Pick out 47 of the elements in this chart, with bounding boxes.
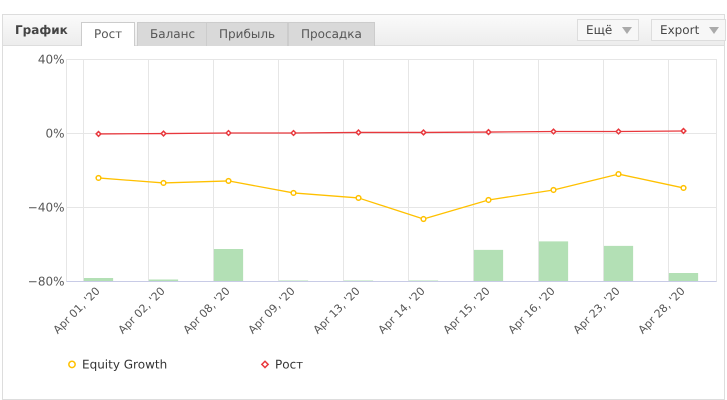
point [160, 180, 167, 186]
point [420, 129, 427, 136]
y-tick-label: 40% [38, 52, 64, 66]
point [550, 186, 557, 194]
point [355, 194, 362, 202]
bar [84, 278, 114, 281]
point [485, 196, 492, 204]
x-tick-label: Apr 15, '20 [440, 284, 493, 337]
point [95, 174, 102, 182]
x-tick-label: Apr 13, '20 [310, 284, 363, 337]
point [485, 128, 492, 136]
x-tick-label: Apr 28, '20 [636, 284, 688, 337]
chart-title: График [15, 23, 68, 37]
text: Прибыль [206, 22, 288, 46]
x-tick-label: Apr 02, '20 [116, 284, 168, 337]
bar [214, 248, 244, 281]
bar [668, 273, 698, 281]
legend-label: Equity Growth [82, 357, 168, 372]
point [355, 129, 362, 136]
point [550, 128, 557, 135]
text: Ещё [586, 23, 612, 37]
text: Просадка [288, 22, 375, 46]
x-tick-label: Apr 14, '20 [376, 284, 428, 337]
text: Export [660, 23, 700, 37]
text: Баланс [137, 22, 208, 46]
point [290, 130, 297, 136]
point [290, 190, 297, 196]
point [160, 130, 167, 137]
point [680, 128, 687, 134]
y-tick-label: 0% [45, 126, 64, 140]
x-tick-label: Apr 23, '20 [570, 284, 623, 337]
text: Рост [81, 22, 136, 47]
x-tick-label: Apr 08, '20 [180, 284, 233, 337]
x-tick-label: Apr 16, '20 [506, 284, 558, 337]
point [680, 184, 687, 192]
point [225, 178, 232, 184]
bar [474, 250, 504, 281]
legend-label: Рост [275, 357, 304, 372]
point [615, 128, 622, 135]
point [420, 216, 427, 222]
point [225, 130, 232, 136]
point [615, 170, 622, 178]
bar [604, 246, 634, 281]
y-tick-label: −40% [28, 200, 64, 214]
bar [538, 241, 568, 281]
point [95, 130, 102, 138]
x-tick-label: Apr 09, '20 [246, 284, 298, 337]
